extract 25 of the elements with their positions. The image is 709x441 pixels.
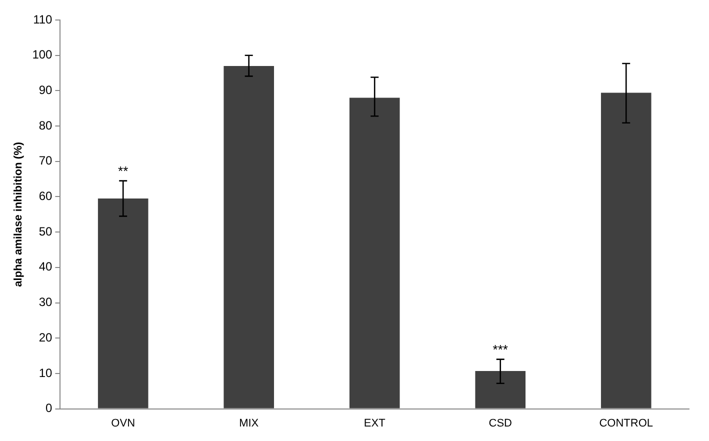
y-tick-label: 20 [38,330,53,344]
y-tick-label: 60 [38,189,53,204]
data-label: *** [492,342,508,357]
x-tick-label: EXT [364,417,386,430]
x-tick-label: CONTROL [599,417,654,430]
y-tick-label: 30 [38,295,53,310]
x-tick-label: OVN [111,417,136,430]
x-tick-label: CSD [488,417,512,430]
y-tick-label: 110 [33,12,53,26]
bar [475,370,526,408]
bar [349,98,400,408]
y-tick-label: 40 [38,260,53,274]
y-tick-label: 10 [38,366,53,380]
y-tick-label: 100 [32,48,53,62]
y-tick-label: 50 [38,224,53,238]
y-tick-label: 80 [38,118,53,132]
y-tick-label: 0 [46,401,53,416]
bar [600,92,652,408]
bar [224,66,274,408]
bar [98,198,148,408]
y-tick-label: 70 [38,154,53,168]
x-tick-label: MIX [239,417,260,430]
y-tick-label: 90 [38,83,53,98]
y-axis-title: alpha amilase inhibition (%) [12,142,25,287]
data-label: ** [118,163,128,178]
